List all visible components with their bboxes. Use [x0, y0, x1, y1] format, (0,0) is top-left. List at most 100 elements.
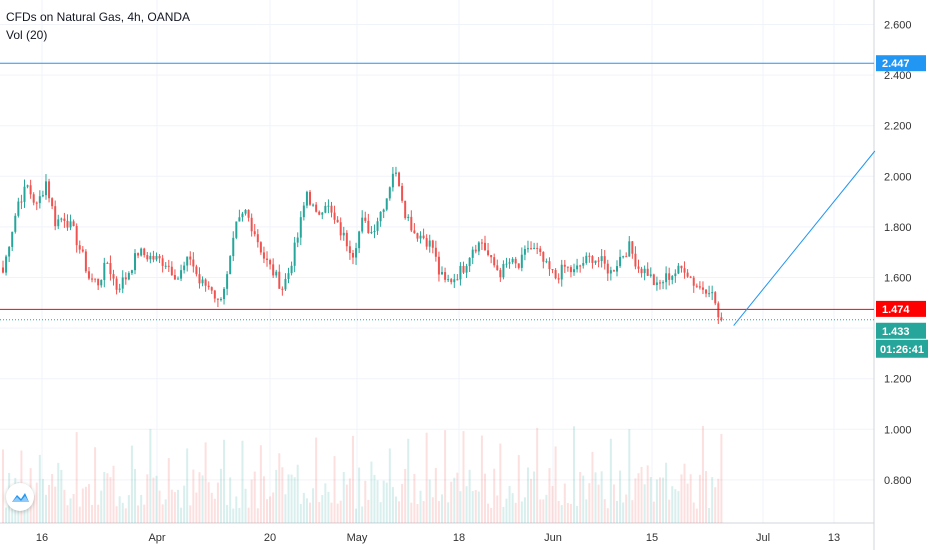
candle-body	[26, 185, 29, 187]
volume-bar	[689, 474, 692, 523]
candle-body	[551, 269, 554, 271]
volume-bar	[103, 471, 106, 523]
candle-body	[686, 272, 689, 277]
candle-body	[453, 279, 456, 283]
candle-body	[176, 278, 179, 280]
volume-bar	[530, 478, 533, 523]
last-price-tag-bg	[876, 322, 926, 339]
volume-bar	[526, 467, 529, 523]
candle-body	[124, 277, 127, 280]
candle-body	[490, 255, 493, 258]
candle-body	[413, 230, 416, 234]
volume-bar	[210, 492, 213, 523]
chart-title[interactable]: CFDs on Natural Gas, 4h, OANDA	[6, 10, 191, 24]
volume-bar	[425, 432, 428, 523]
volume-bar	[5, 507, 8, 523]
candle-body	[677, 265, 680, 274]
volume-bar	[658, 477, 661, 523]
candle-body	[665, 273, 668, 283]
candle-body	[11, 231, 14, 247]
volume-bar	[223, 439, 226, 523]
volume-bar	[109, 477, 112, 523]
candle-body	[299, 217, 302, 238]
candle-body	[487, 250, 490, 256]
volume-bar	[465, 486, 468, 523]
volume-bar	[312, 488, 315, 523]
volume-bar	[204, 442, 207, 523]
volume-bar	[597, 484, 600, 523]
volume-bar	[278, 453, 281, 523]
candle-body	[339, 222, 342, 236]
volume-bar	[87, 484, 90, 523]
candle-body	[631, 241, 634, 254]
candle-body	[471, 249, 474, 258]
candle-body	[622, 256, 625, 258]
volume-bar	[462, 431, 465, 523]
volume-bar	[606, 508, 609, 523]
x-tick-label: 20	[264, 532, 276, 544]
candle-body	[195, 266, 198, 275]
volume-indicator-label[interactable]: Vol (20)	[6, 28, 48, 42]
volume-bar	[94, 447, 97, 523]
candle-body	[379, 211, 382, 222]
y-tick-label: 2.400	[884, 70, 912, 82]
candle-body	[465, 266, 468, 273]
candle-body	[652, 274, 655, 286]
candle-body	[394, 172, 397, 174]
volume-bar	[324, 483, 327, 523]
volume-bar	[364, 480, 367, 523]
volume-bar	[244, 488, 247, 523]
tradingview-logo-icon[interactable]	[6, 483, 34, 511]
candle-body	[450, 279, 453, 283]
volume-bar	[192, 469, 195, 523]
candle-body	[336, 219, 339, 223]
volume-bar	[579, 471, 582, 523]
candle-body	[327, 205, 330, 207]
volume-bar	[487, 503, 490, 523]
volume-bar	[11, 497, 14, 523]
volume-bar	[646, 465, 649, 523]
volume-bar	[183, 485, 186, 523]
volume-bar	[576, 506, 579, 523]
volume-bar	[708, 508, 711, 523]
volume-bar	[361, 506, 364, 523]
volume-bar	[155, 475, 158, 523]
candle-body	[711, 292, 714, 294]
y-tick-label: 2.000	[884, 171, 912, 183]
tradingview-logo-icon-shape	[12, 493, 29, 502]
candle-body	[266, 258, 269, 260]
candle-body	[348, 246, 351, 253]
candle-body	[502, 264, 505, 278]
candle-body	[398, 172, 401, 186]
countdown-tag: 01:26:41	[880, 344, 924, 356]
candle-body	[57, 219, 60, 227]
volume-bar	[327, 491, 330, 523]
volume-bar	[419, 490, 422, 523]
volume-bar	[616, 500, 618, 523]
volume-bar	[201, 475, 204, 523]
volume-bar	[671, 486, 674, 523]
volume-bar	[603, 499, 606, 523]
candle-body	[441, 272, 444, 275]
candle-body	[118, 288, 121, 290]
volume-bar	[714, 487, 717, 523]
volume-bar	[548, 468, 551, 523]
volume-bar	[511, 493, 514, 523]
candle-body	[17, 201, 20, 216]
volume-bar	[686, 483, 689, 523]
volume-bar	[100, 490, 103, 523]
volume-bar	[477, 491, 480, 523]
volume-bar	[456, 472, 459, 523]
volume-bar	[173, 492, 176, 523]
volume-bar	[66, 505, 69, 523]
volume-bar	[588, 483, 591, 523]
volume-bar	[355, 508, 358, 523]
volume-bar	[391, 487, 394, 523]
volume-bar	[367, 499, 370, 523]
candle-body	[609, 270, 612, 274]
volume-bar	[609, 438, 612, 523]
candle-body	[103, 262, 106, 280]
candle-body	[60, 218, 63, 220]
